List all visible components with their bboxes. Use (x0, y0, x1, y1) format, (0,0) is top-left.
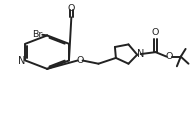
Text: O: O (152, 28, 159, 37)
Text: O: O (165, 52, 173, 61)
Text: Br: Br (32, 30, 43, 39)
Text: N: N (18, 56, 26, 66)
Text: O: O (76, 56, 84, 65)
Text: N: N (137, 49, 144, 59)
Text: O: O (68, 4, 75, 13)
